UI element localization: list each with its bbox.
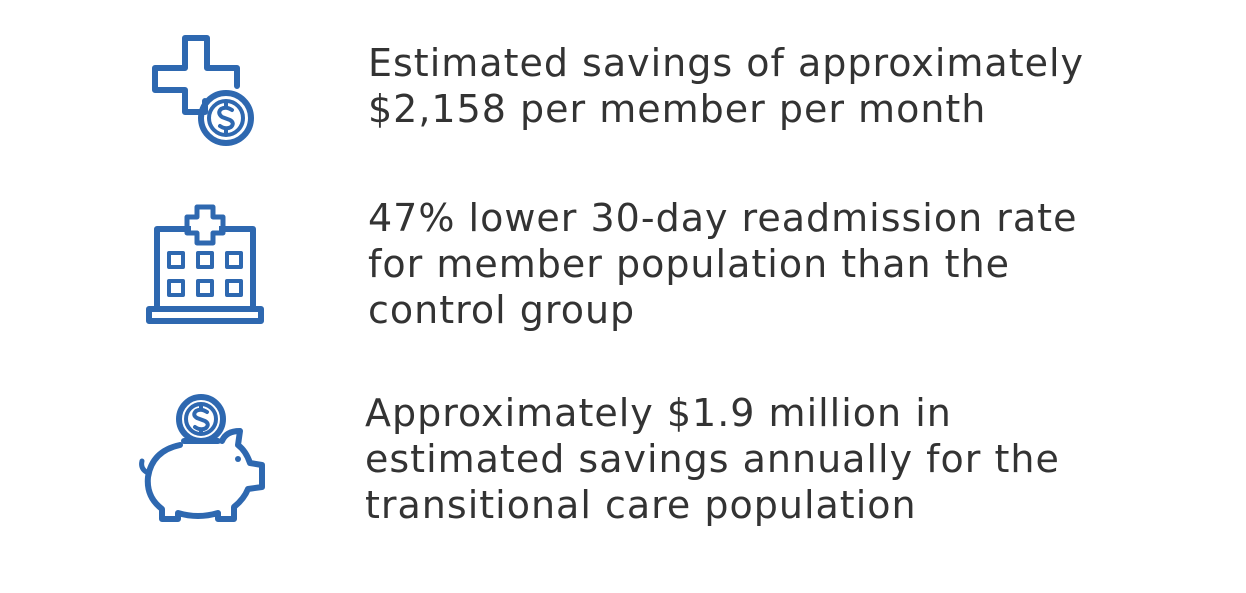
- stat-line: control group: [368, 288, 636, 332]
- stat-row-annual-savings: Approximately $1.9 million in estimated …: [0, 385, 1246, 530]
- stat-text: 47% lower 30-day readmission rate for me…: [368, 195, 1077, 333]
- stat-line: estimated savings annually for the: [365, 437, 1060, 481]
- stat-row-readmission-rate: 47% lower 30-day readmission rate for me…: [0, 195, 1246, 340]
- stat-line: Estimated savings of approximately: [368, 41, 1085, 85]
- medical-cross-dollar-icon: [150, 34, 260, 146]
- stat-text: Estimated savings of approximately $2,15…: [368, 40, 1084, 132]
- stat-line: transitional care population: [365, 483, 917, 527]
- stat-line: $2,158 per member per month: [368, 87, 987, 131]
- hospital-building-icon: [145, 203, 265, 328]
- stat-line: Approximately $1.9 million in: [365, 391, 952, 435]
- stat-row-savings-per-member: Estimated savings of approximately $2,15…: [0, 30, 1246, 150]
- stat-line: for member population than the: [368, 242, 1011, 286]
- piggy-bank-dollar-icon: [138, 393, 273, 528]
- stat-line: 47% lower 30-day readmission rate: [368, 196, 1078, 240]
- stat-text: Approximately $1.9 million in estimated …: [365, 390, 1060, 528]
